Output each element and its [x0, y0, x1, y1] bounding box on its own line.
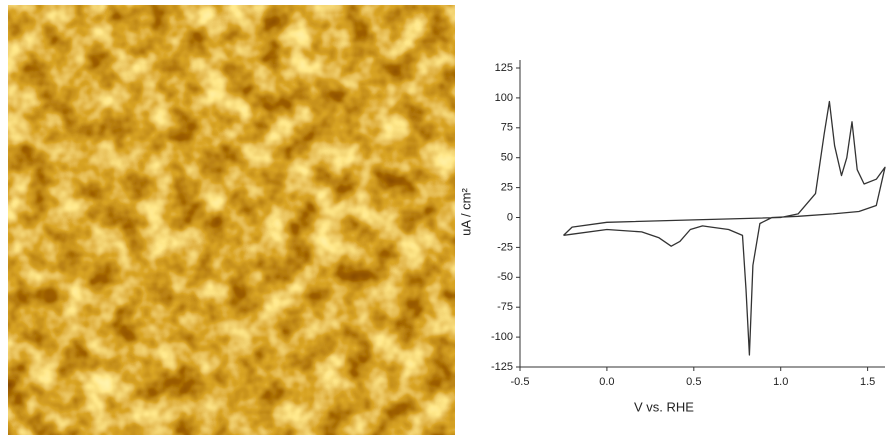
y-tick-label: 25 — [501, 182, 513, 194]
stm-image — [8, 5, 455, 435]
y-tick-label: 125 — [495, 62, 513, 74]
y-tick-label: 50 — [501, 152, 513, 164]
x-axis-title: V vs. RHE — [634, 399, 694, 414]
x-tick-label: 0.0 — [599, 376, 614, 388]
x-tick-label: 1.0 — [773, 376, 788, 388]
cv-curve — [563, 100, 886, 356]
y-tick-label: 100 — [495, 92, 513, 104]
y-tick-label: -100 — [491, 331, 513, 343]
y-tick-label: -75 — [497, 301, 513, 313]
y-tick-label: 75 — [501, 122, 513, 134]
x-tick-label: -0.5 — [511, 376, 530, 388]
y-tick-label: -125 — [491, 361, 513, 373]
y-axis-title: uA / cm² — [458, 187, 473, 235]
x-tick-label: 0.5 — [686, 376, 701, 388]
x-tick-label: 1.5 — [860, 376, 875, 388]
y-tick-label: -25 — [497, 241, 513, 253]
y-tick-label: 0 — [507, 211, 513, 223]
y-tick-label: -50 — [497, 271, 513, 283]
